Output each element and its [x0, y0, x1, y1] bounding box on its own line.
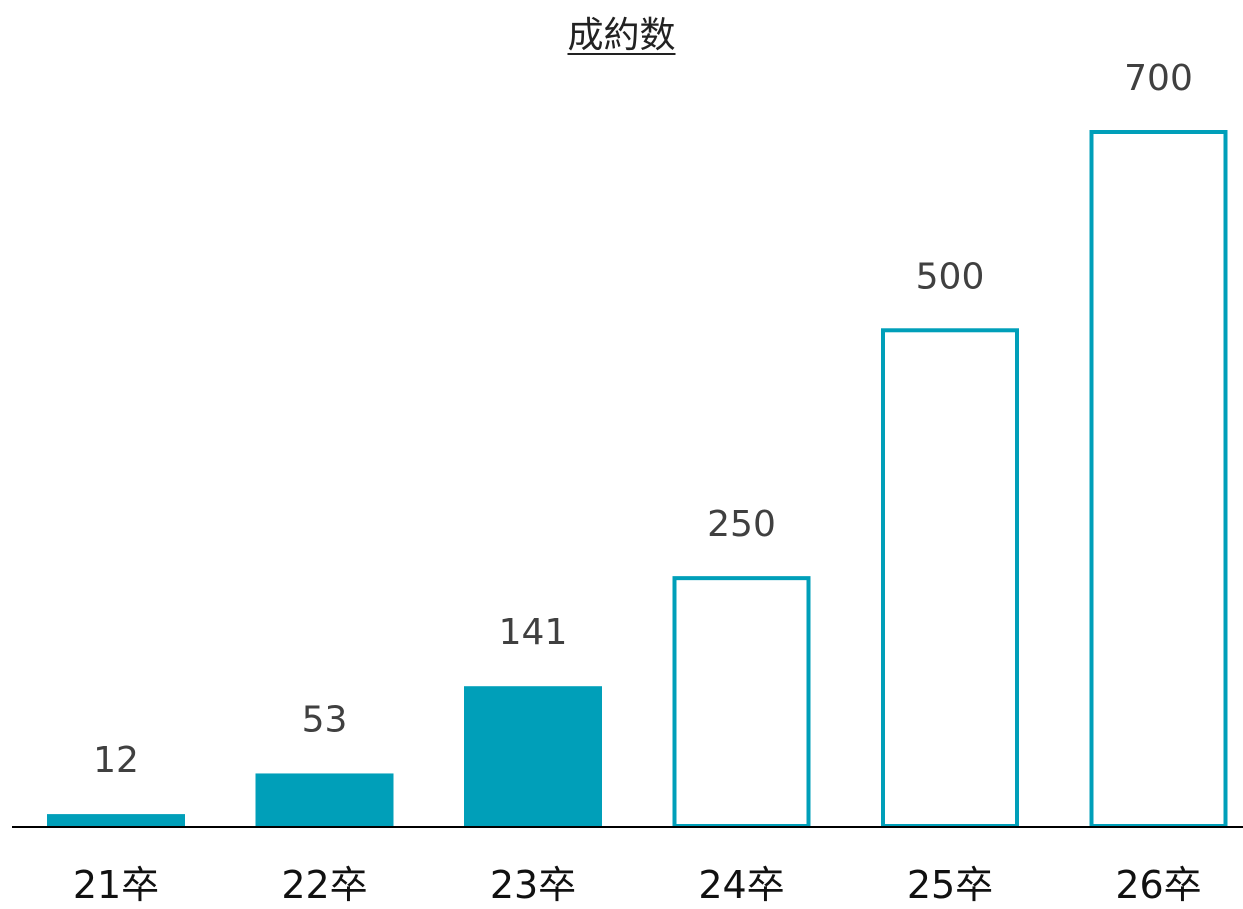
category-label: 24卒: [698, 863, 784, 907]
value-label: 141: [499, 612, 568, 653]
category-label: 23卒: [490, 863, 576, 907]
value-label: 250: [707, 504, 776, 545]
category-label: 22卒: [281, 863, 367, 907]
bar-25卒: [881, 328, 1019, 828]
chart-title: 成約数: [0, 6, 1243, 58]
bar-22卒: [255, 773, 394, 826]
category-label: 21卒: [73, 863, 159, 907]
value-label: 700: [1124, 58, 1193, 99]
bar-24卒: [672, 576, 811, 829]
bar-23卒: [464, 686, 602, 826]
value-label: 500: [916, 256, 985, 297]
bars-group: [47, 130, 1228, 829]
chart-title-text: 成約数: [567, 15, 676, 56]
value-label: 53: [302, 699, 348, 740]
value-label: 12: [93, 740, 139, 781]
bar-26卒: [1089, 130, 1228, 828]
value-labels-group: 12 53 141 250 500 700: [93, 58, 1193, 781]
category-label: 26卒: [1115, 863, 1201, 907]
category-labels-group: 21卒 22卒 23卒 24卒 25卒 26卒: [73, 863, 1202, 907]
bar-21卒: [47, 814, 185, 826]
category-label: 25卒: [907, 863, 993, 907]
